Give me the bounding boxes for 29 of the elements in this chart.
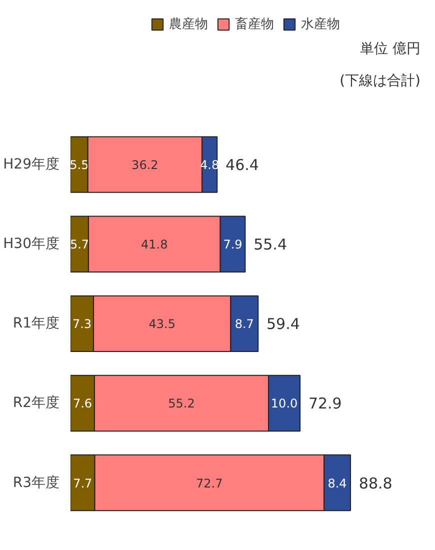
- legend-label: 農産物: [169, 16, 208, 33]
- data-label: 5.7: [70, 238, 90, 252]
- total-label: 59.4: [266, 315, 300, 334]
- total-label: 88.8: [358, 474, 392, 492]
- data-label: 10.0: [270, 396, 298, 411]
- data-label: 7.6: [72, 396, 92, 411]
- y-tick-label: H30年度: [3, 236, 60, 252]
- data-label: 7.9: [223, 238, 242, 252]
- legend-label: 畜産物: [235, 16, 274, 33]
- y-tick-label: H29年度: [3, 156, 60, 173]
- text: (下線は合計): [340, 73, 421, 90]
- text: 単位 億円: [360, 41, 421, 58]
- data-label: 36.2: [132, 158, 158, 172]
- data-label: 7.7: [73, 476, 92, 490]
- total-label: 55.4: [254, 236, 287, 254]
- legend-label: 水産物: [301, 16, 340, 33]
- data-label: 41.8: [141, 238, 168, 252]
- y-tick-label: R3年度: [12, 474, 60, 491]
- y-tick-label: R1年度: [12, 316, 60, 332]
- total-label: 46.4: [226, 156, 259, 174]
- total-label: 72.9: [308, 394, 342, 413]
- data-label: 8.7: [234, 317, 254, 332]
- data-label: 5.5: [70, 158, 89, 172]
- data-label: 72.7: [196, 476, 223, 490]
- data-label: 55.2: [168, 396, 195, 411]
- data-label: 8.4: [328, 476, 347, 490]
- data-label: 43.5: [148, 317, 176, 332]
- data-label: 7.3: [72, 317, 92, 332]
- y-tick-label: R2年度: [12, 395, 60, 412]
